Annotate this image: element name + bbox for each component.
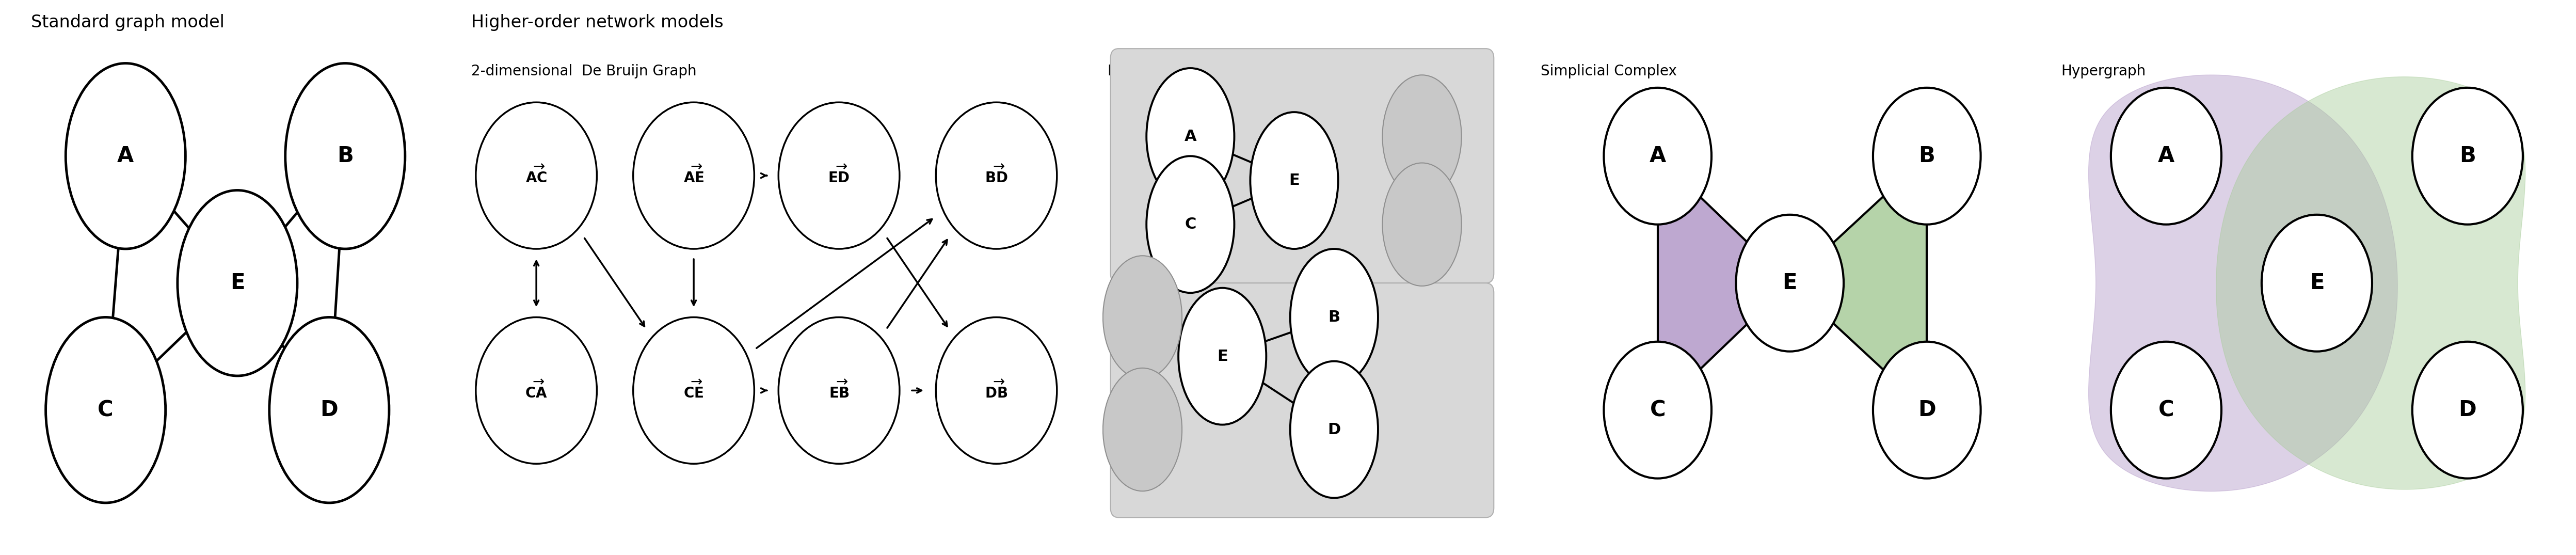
Ellipse shape — [935, 317, 1056, 464]
Polygon shape — [1659, 156, 1790, 410]
Ellipse shape — [634, 317, 755, 464]
Text: $\overrightarrow{\mathbf{EB}}$: $\overrightarrow{\mathbf{EB}}$ — [829, 380, 850, 401]
Ellipse shape — [1605, 88, 1710, 224]
Text: Higher-order network models: Higher-order network models — [471, 14, 724, 31]
Text: A: A — [2159, 145, 2174, 167]
Ellipse shape — [1383, 163, 1461, 286]
Text: A: A — [1185, 129, 1195, 144]
Ellipse shape — [935, 102, 1056, 249]
Ellipse shape — [67, 63, 185, 249]
Text: E: E — [1288, 173, 1298, 188]
Text: $\overrightarrow{\mathbf{CA}}$: $\overrightarrow{\mathbf{CA}}$ — [526, 380, 549, 401]
Text: $\overrightarrow{\mathbf{DB}}$: $\overrightarrow{\mathbf{DB}}$ — [984, 380, 1007, 401]
Text: D: D — [2458, 399, 2476, 421]
Ellipse shape — [477, 317, 598, 464]
Ellipse shape — [286, 63, 404, 249]
Text: B: B — [337, 145, 353, 167]
FancyBboxPatch shape — [1110, 283, 1494, 517]
Text: B: B — [1919, 145, 1935, 167]
Text: D: D — [319, 399, 337, 421]
Text: E: E — [229, 272, 245, 294]
Ellipse shape — [1177, 288, 1267, 425]
Text: E: E — [1216, 349, 1229, 364]
Text: D: D — [1327, 422, 1340, 437]
Ellipse shape — [178, 190, 296, 376]
Ellipse shape — [1103, 256, 1182, 379]
Polygon shape — [1790, 156, 1927, 410]
Ellipse shape — [1249, 112, 1337, 249]
Text: C: C — [98, 399, 113, 421]
Ellipse shape — [2110, 88, 2221, 224]
Text: A: A — [118, 145, 134, 167]
Ellipse shape — [1146, 156, 1234, 293]
Text: C: C — [2159, 399, 2174, 421]
Ellipse shape — [1873, 342, 1981, 478]
Ellipse shape — [477, 102, 598, 249]
Ellipse shape — [2411, 88, 2522, 224]
Polygon shape — [2089, 75, 2398, 491]
Text: C: C — [1185, 217, 1195, 232]
Text: E: E — [2311, 272, 2324, 294]
Ellipse shape — [778, 102, 899, 249]
Text: A: A — [1649, 145, 1667, 167]
Ellipse shape — [2110, 342, 2221, 478]
Ellipse shape — [1291, 249, 1378, 386]
Text: Simplicial Complex: Simplicial Complex — [1540, 64, 1677, 78]
Text: $\overrightarrow{\mathbf{AE}}$: $\overrightarrow{\mathbf{AE}}$ — [683, 165, 703, 186]
Ellipse shape — [270, 317, 389, 503]
Text: $\overrightarrow{\mathbf{AC}}$: $\overrightarrow{\mathbf{AC}}$ — [526, 165, 546, 186]
Ellipse shape — [1103, 368, 1182, 491]
Text: B: B — [1329, 310, 1340, 325]
Text: Standard graph model: Standard graph model — [31, 14, 224, 31]
Ellipse shape — [1736, 215, 1844, 351]
Text: D: D — [1919, 399, 1935, 421]
Polygon shape — [2215, 77, 2524, 490]
Ellipse shape — [778, 317, 899, 464]
Ellipse shape — [1873, 88, 1981, 224]
Ellipse shape — [2411, 342, 2522, 478]
FancyBboxPatch shape — [1110, 49, 1494, 283]
Text: B: B — [2460, 145, 2476, 167]
Text: $\overrightarrow{\mathbf{BD}}$: $\overrightarrow{\mathbf{BD}}$ — [984, 165, 1007, 186]
Ellipse shape — [634, 102, 755, 249]
Text: $\overrightarrow{\mathbf{ED}}$: $\overrightarrow{\mathbf{ED}}$ — [827, 165, 850, 186]
Ellipse shape — [1146, 68, 1234, 205]
Text: Multilayer Network: Multilayer Network — [1108, 64, 1244, 78]
Text: Hypergraph: Hypergraph — [2061, 64, 2146, 78]
Ellipse shape — [46, 317, 165, 503]
Ellipse shape — [1291, 361, 1378, 498]
Ellipse shape — [2262, 215, 2372, 351]
Text: E: E — [1783, 272, 1798, 294]
Text: C: C — [1649, 399, 1667, 421]
Text: $\overrightarrow{\mathbf{CE}}$: $\overrightarrow{\mathbf{CE}}$ — [683, 380, 703, 401]
Text: 2-dimensional  De Bruijn Graph: 2-dimensional De Bruijn Graph — [471, 64, 696, 78]
Ellipse shape — [1605, 342, 1710, 478]
Ellipse shape — [1383, 75, 1461, 198]
